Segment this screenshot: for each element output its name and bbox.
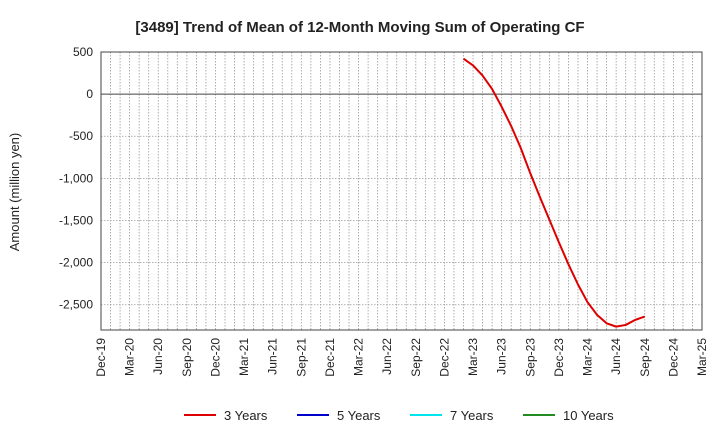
y-ticks: 500 0 -500 -1,000 -1,500 -2,000 -2,500 bbox=[59, 45, 93, 312]
x-ticks: Dec-19 Mar-20 Jun-20 Sep-20 Dec-20 Mar-21 Jun-… bbox=[94, 338, 709, 377]
legend-item-10-years: 10 Years bbox=[523, 408, 614, 423]
x-tick-label: Jun-20 bbox=[151, 338, 165, 375]
x-tick-label: Dec-22 bbox=[437, 338, 451, 377]
x-tick-label: Mar-23 bbox=[466, 338, 480, 376]
x-tick-label: Sep-21 bbox=[294, 338, 308, 377]
x-tick-label: Dec-23 bbox=[552, 338, 566, 377]
x-tick-label: Jun-21 bbox=[266, 338, 280, 375]
legend-label: 10 Years bbox=[563, 408, 614, 423]
x-tick-label: Sep-23 bbox=[523, 338, 537, 377]
x-tick-label: Jun-22 bbox=[380, 338, 394, 375]
chart-title: [3489] Trend of Mean of 12-Month Moving … bbox=[135, 19, 584, 36]
legend-label: 5 Years bbox=[337, 408, 381, 423]
x-tick-label: Jun-23 bbox=[495, 338, 509, 375]
y-tick-label: -2,500 bbox=[59, 298, 93, 312]
legend-item-3-years: 3 Years bbox=[184, 408, 268, 423]
x-tick-label: Dec-24 bbox=[666, 338, 680, 377]
legend-item-7-years: 7 Years bbox=[410, 408, 494, 423]
legend-label: 7 Years bbox=[450, 408, 494, 423]
series-line-3-years bbox=[462, 57, 646, 328]
x-tick-label: Mar-21 bbox=[237, 338, 251, 376]
y-tick-label: 0 bbox=[86, 87, 93, 101]
x-tick-label: Jun-24 bbox=[609, 338, 623, 375]
y-tick-label: -2,000 bbox=[59, 256, 93, 270]
plot-lines bbox=[462, 57, 646, 328]
y-tick-label: -500 bbox=[69, 129, 93, 143]
x-tick-label: Sep-20 bbox=[180, 338, 194, 377]
plot-frame bbox=[100, 51, 703, 331]
x-tick-label: Dec-20 bbox=[208, 338, 222, 377]
x-tick-label: Mar-24 bbox=[581, 338, 595, 376]
legend: 3 Years 5 Years 7 Years 10 Years bbox=[184, 408, 614, 423]
x-tick-label: Mar-22 bbox=[352, 338, 366, 376]
legend-label: 3 Years bbox=[224, 408, 268, 423]
y-tick-label: -1,000 bbox=[59, 171, 93, 185]
y-tick-label: -1,500 bbox=[59, 213, 93, 227]
x-tick-label: Sep-22 bbox=[409, 338, 423, 377]
legend-item-5-years: 5 Years bbox=[297, 408, 381, 423]
x-tick-label: Dec-19 bbox=[94, 338, 108, 377]
x-tick-label: Mar-25 bbox=[695, 338, 709, 376]
x-tick-label: Dec-21 bbox=[323, 338, 337, 377]
x-tick-label: Sep-24 bbox=[638, 338, 652, 377]
plot-grid bbox=[101, 51, 702, 330]
x-tick-label: Mar-20 bbox=[123, 338, 137, 376]
y-axis-label: Amount (million yen) bbox=[7, 133, 22, 252]
y-tick-label: 500 bbox=[73, 45, 93, 59]
